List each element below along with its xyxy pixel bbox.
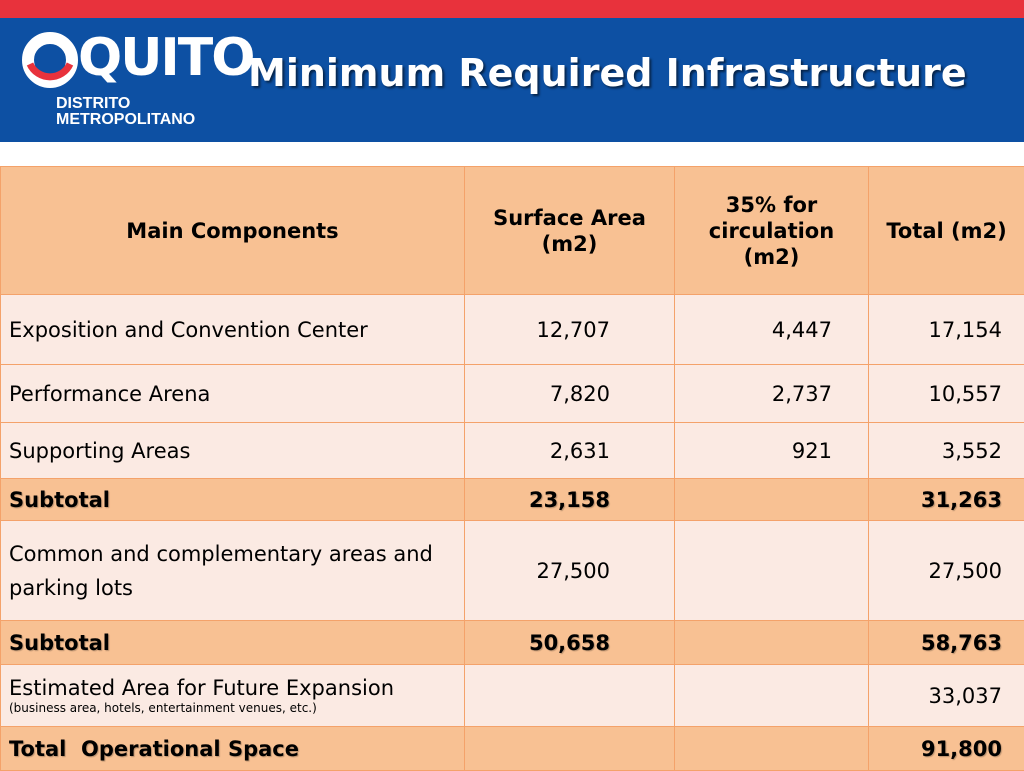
logo-sub-line1: DISTRITO [56,96,195,112]
header-surface-area: Surface Area (m2) [465,167,675,295]
cell-surface: 50,658 [465,621,675,665]
row-label: Supporting Areas [1,423,465,479]
logo-word-text: QUITO [78,28,253,88]
row-label: Estimated Area for Future Expansion [9,676,394,700]
cell-circulation: 921 [675,423,869,479]
quito-logo: QUITO DISTRITO METROPOLITANO [20,30,210,130]
header-main-components: Main Components [1,167,465,295]
cell-surface: 23,158 [465,479,675,521]
row-label: Subtotal [1,479,465,521]
table-row: Performance Arena 7,820 2,737 10,557 [1,365,1024,423]
cell-circulation [675,621,869,665]
cell-total: 58,763 [869,621,1024,665]
row-label: Common and complementary areas and parki… [1,521,465,621]
row-label: Subtotal [1,621,465,665]
subtotal-row: Subtotal 23,158 31,263 [1,479,1024,521]
header-divider [0,142,1024,145]
cell-surface: 2,631 [465,423,675,479]
header-total: Total (m2) [869,167,1024,295]
cell-circulation [675,521,869,621]
row-label-cell: Estimated Area for Future Expansion (bus… [1,665,465,727]
cell-total: 31,263 [869,479,1024,521]
cell-total: 10,557 [869,365,1024,423]
cell-surface: 12,707 [465,295,675,365]
cell-surface [465,727,675,771]
total-row: Total Operational Space 91,800 [1,727,1024,771]
row-label: Performance Arena [1,365,465,423]
cell-total: 27,500 [869,521,1024,621]
cell-total: 33,037 [869,665,1024,727]
subtotal-row: Subtotal 50,658 58,763 [1,621,1024,665]
cell-surface: 7,820 [465,365,675,423]
infrastructure-table: Main Components Surface Area (m2) 35% fo… [0,166,1024,771]
row-note: (business area, hotels, entertainment ve… [9,700,456,716]
table-row: Estimated Area for Future Expansion (bus… [1,665,1024,727]
row-label: Exposition and Convention Center [1,295,465,365]
header-circulation: 35% for circulation (m2) [675,167,869,295]
row-label: Total Operational Space [1,727,465,771]
table-row: Common and complementary areas and parki… [1,521,1024,621]
logo-wordmark: QUITO [78,30,253,86]
cell-circulation: 2,737 [675,365,869,423]
logo-sub-line2: METROPOLITANO [56,112,195,128]
table-row: Exposition and Convention Center 12,707 … [1,295,1024,365]
cell-circulation [675,727,869,771]
logo-subtitle: DISTRITO METROPOLITANO [56,96,195,128]
page-title: Minimum Required Infrastructure [248,48,1008,98]
cell-total: 17,154 [869,295,1024,365]
cell-circulation: 4,447 [675,295,869,365]
table-header-row: Main Components Surface Area (m2) 35% fo… [1,167,1024,295]
cell-total: 91,800 [869,727,1024,771]
cell-surface [465,665,675,727]
logo-ring-icon [20,30,80,90]
table-row: Supporting Areas 2,631 921 3,552 [1,423,1024,479]
cell-total: 3,552 [869,423,1024,479]
cell-surface: 27,500 [465,521,675,621]
top-red-stripe [0,0,1024,18]
cell-circulation [675,479,869,521]
cell-circulation [675,665,869,727]
